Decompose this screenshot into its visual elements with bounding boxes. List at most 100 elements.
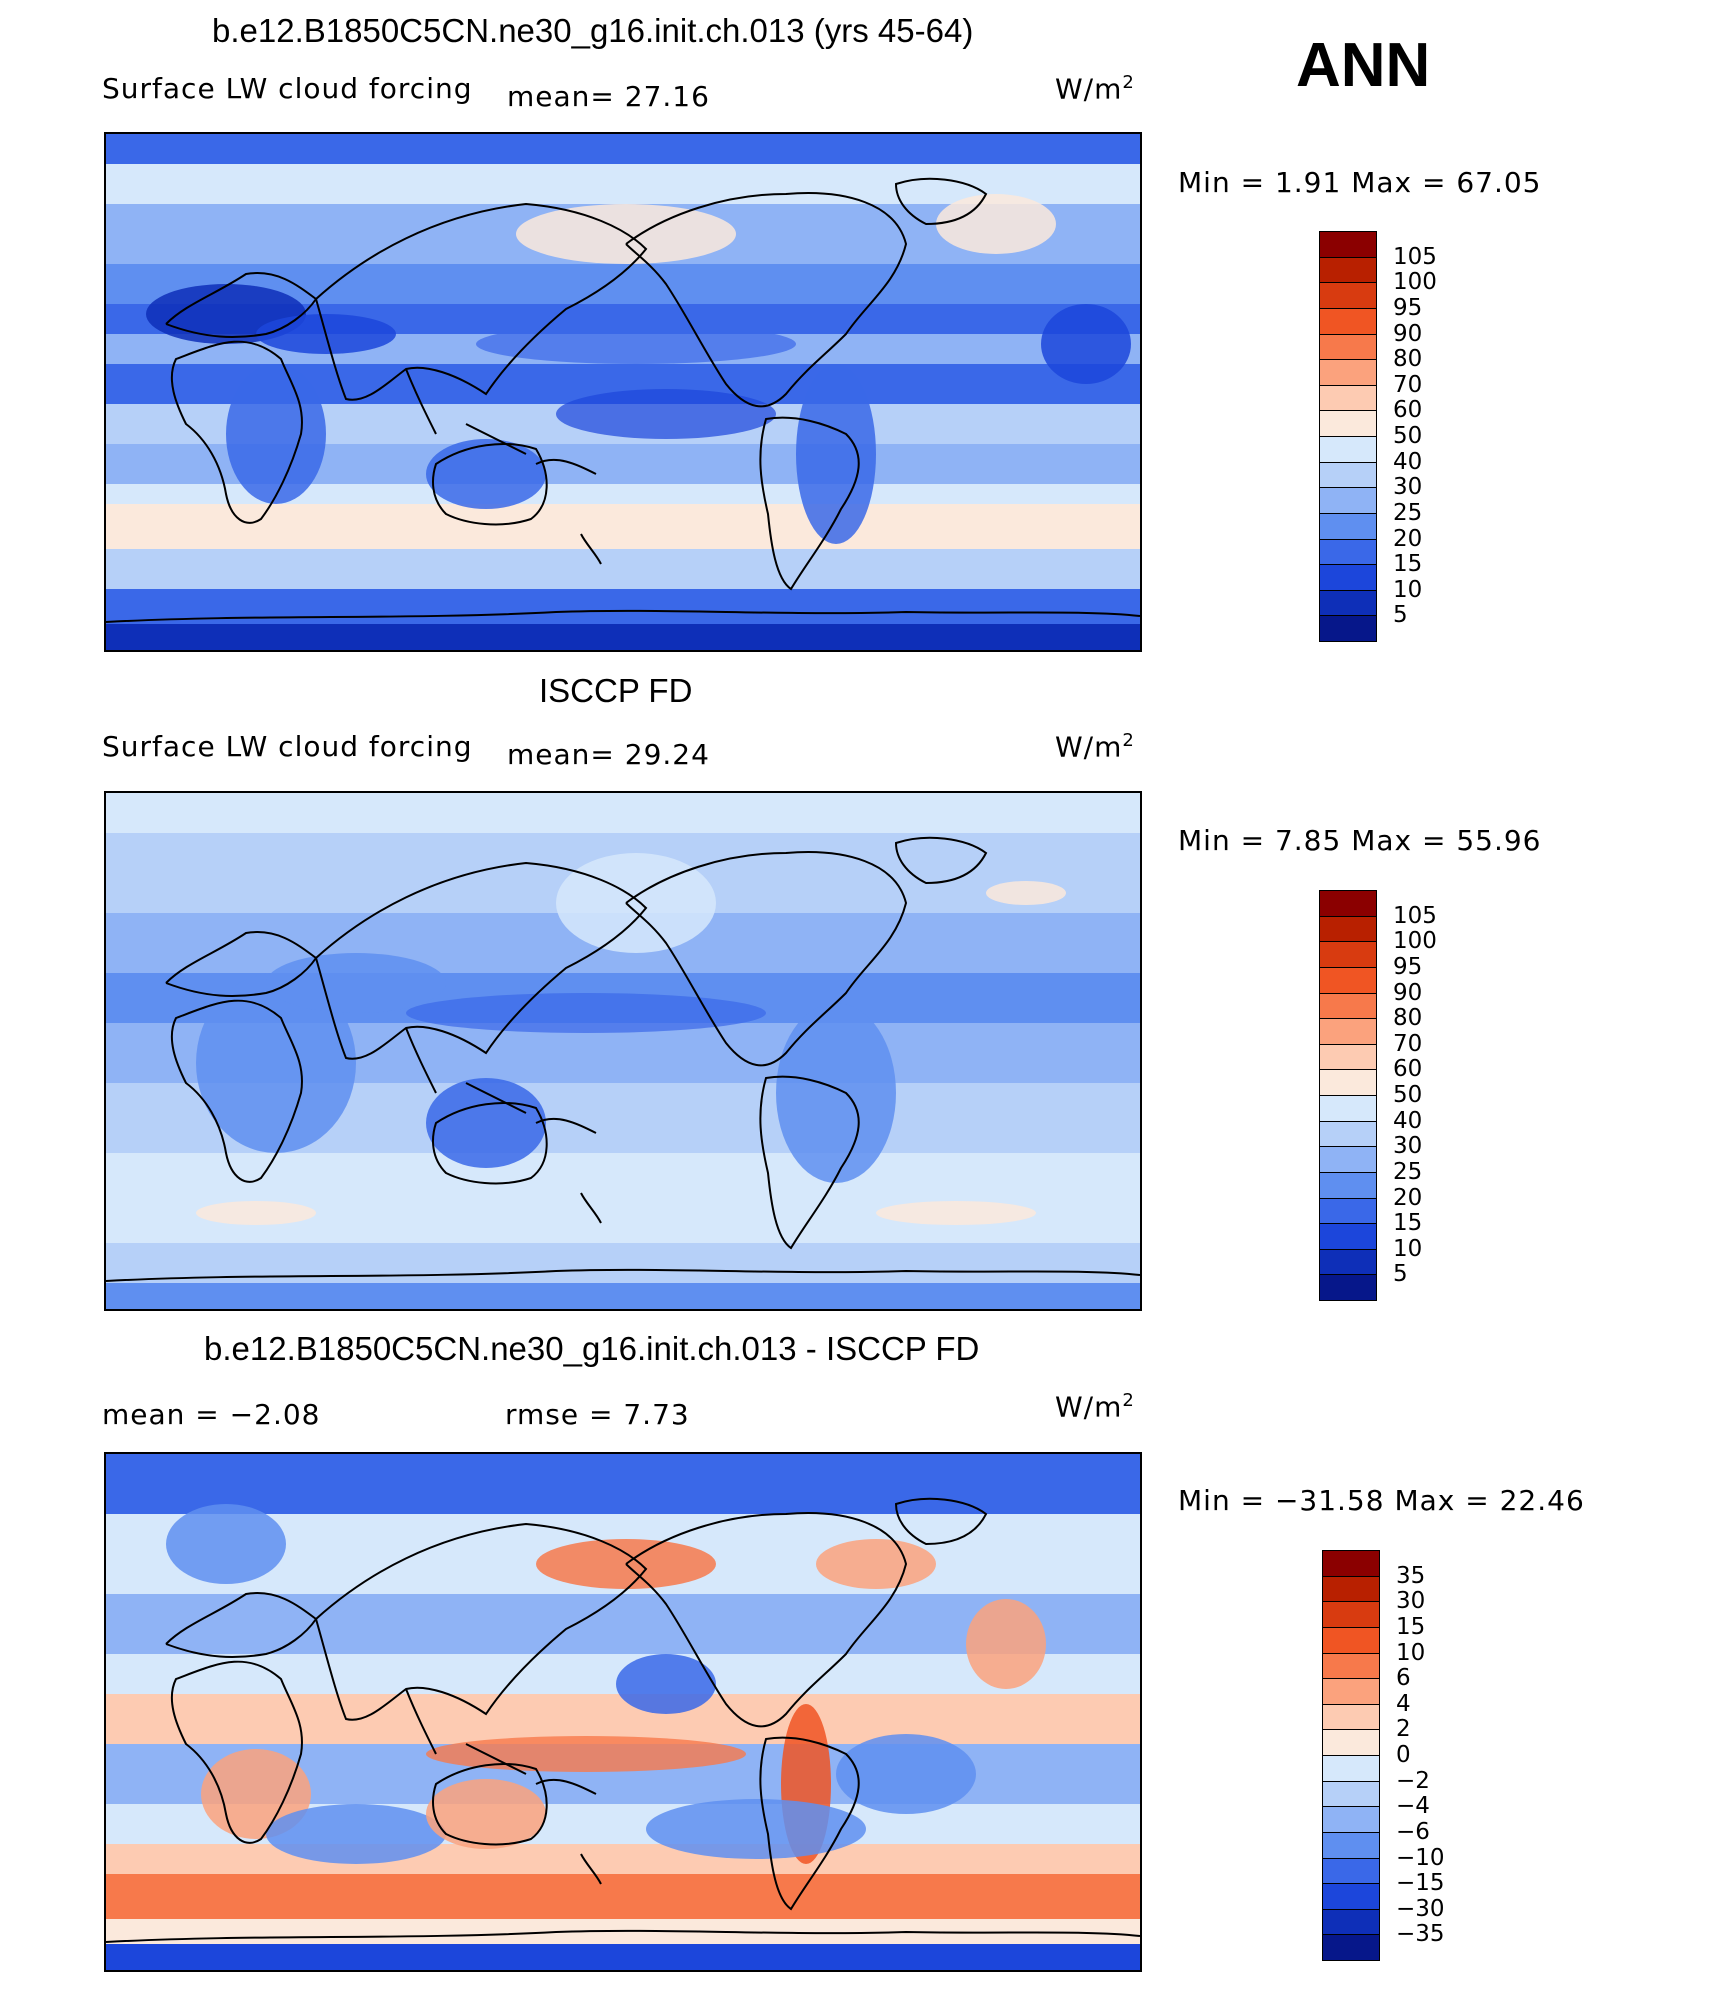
coastline	[580, 1853, 602, 1885]
colorbar-tick-label: 100	[1393, 269, 1437, 296]
field-band	[106, 1944, 1140, 1970]
colorbar-tick-label: 35	[1396, 1562, 1426, 1589]
colorbar-tick-label: 15	[1393, 551, 1423, 578]
field-band	[106, 1153, 1140, 1243]
colorbar-swatch	[1322, 1626, 1380, 1654]
field-blob	[816, 1539, 936, 1589]
rmse-label: rmse = 7.73	[505, 1398, 690, 1431]
coastline	[625, 1512, 908, 1728]
colorbar-tick-label: 90	[1393, 979, 1423, 1006]
field-band	[106, 1844, 1140, 1874]
colorbar-swatch	[1319, 436, 1377, 463]
field-blob	[166, 1504, 286, 1584]
mean-label-model: mean= 27.16	[507, 80, 710, 113]
colorbar-swatch	[1322, 1908, 1380, 1936]
field-band	[106, 1283, 1140, 1309]
field-blob	[196, 973, 356, 1153]
colorbar-tick-label: 20	[1393, 1184, 1423, 1211]
coastline	[759, 416, 860, 591]
coastline	[432, 1763, 548, 1846]
colorbar-tick-label: 80	[1393, 346, 1423, 373]
colorbar-tick-label: 30	[1393, 474, 1423, 501]
field-blob	[266, 1804, 446, 1864]
colorbar-tick-label: 100	[1393, 928, 1437, 955]
units-label-diff: W/m2	[1055, 1390, 1135, 1424]
map-model-field	[106, 134, 1140, 650]
field-band	[106, 549, 1140, 589]
map-model	[104, 132, 1142, 652]
panel-title-diff: b.e12.B1850C5CN.ne30_g16.init.ch.013 - I…	[204, 1330, 980, 1367]
colorbar-swatch	[1319, 231, 1377, 258]
colorbar-tick-label: 95	[1393, 953, 1423, 980]
coastline	[894, 1497, 988, 1546]
coastline	[315, 202, 648, 401]
variable-label-obs: Surface LW cloud forcing	[102, 730, 473, 763]
colorbar-tick-label: 50	[1393, 1082, 1423, 1108]
colorbar-swatch	[1322, 1729, 1380, 1756]
colorbar-swatch	[1322, 1806, 1380, 1833]
colorbar-swatch	[1319, 564, 1377, 591]
field-blob	[776, 1003, 896, 1183]
colorbar-swatch	[1322, 1678, 1380, 1705]
colorbar-tick-label: 0	[1396, 1742, 1411, 1768]
field-blob	[1041, 304, 1131, 384]
units-label-obs: W/m2	[1055, 730, 1135, 764]
colorbar-swatch	[1319, 1069, 1377, 1096]
colorbar-swatch	[1319, 410, 1377, 437]
colorbar-tick-label: 90	[1393, 320, 1423, 347]
colorbar-tick-label: 105	[1393, 243, 1437, 270]
colorbar-swatch	[1322, 1780, 1380, 1808]
colorbar-tick-label: 60	[1393, 1056, 1423, 1083]
field-blob	[836, 1734, 976, 1814]
colorbar-tick-label: −4	[1396, 1793, 1430, 1820]
colorbar-tick-label: 4	[1396, 1690, 1411, 1717]
colorbar-swatch	[1319, 915, 1377, 943]
coastline	[106, 1268, 1140, 1282]
mean-label-obs: mean= 29.24	[507, 738, 710, 771]
colorbar-swatch	[1322, 1703, 1380, 1731]
field-blob	[426, 1779, 546, 1849]
colorbar-swatch	[1319, 1146, 1377, 1173]
field-band	[106, 484, 1140, 504]
variable-label-model: Surface LW cloud forcing	[102, 72, 473, 105]
colorbar-swatch	[1322, 1857, 1380, 1885]
colorbar-tick-label: 20	[1393, 525, 1423, 552]
colorbar-swatch	[1319, 1120, 1377, 1148]
colorbar-swatch	[1319, 384, 1377, 412]
colorbar-tick-label: 25	[1393, 499, 1423, 526]
field-blob	[426, 439, 546, 509]
map-obs-field	[106, 793, 1140, 1309]
field-band	[106, 1874, 1140, 1919]
colorbar-swatch	[1319, 589, 1377, 617]
coastline	[894, 177, 988, 226]
panel-title-obs: ISCCP FD	[539, 672, 693, 709]
colorbar-tick-label: −30	[1396, 1895, 1445, 1922]
colorbar-tick-label: 5	[1393, 602, 1408, 629]
colorbar-swatch	[1322, 1831, 1380, 1859]
colorbar-tick-label: −35	[1396, 1921, 1445, 1948]
field-band	[106, 134, 1140, 164]
colorbar-swatch	[1319, 615, 1377, 642]
colorbar-swatch	[1319, 307, 1377, 335]
minmax-label-model: Min = 1.91 Max = 67.05	[1178, 166, 1542, 199]
coastline	[580, 533, 602, 565]
colorbar-tick-label: −15	[1396, 1870, 1445, 1897]
field-band	[106, 504, 1140, 549]
map-obs	[104, 791, 1142, 1311]
field-band	[106, 1454, 1140, 1514]
minmax-label-obs: Min = 7.85 Max = 55.96	[1178, 824, 1542, 857]
colorbar-tick-label: 10	[1393, 576, 1423, 603]
colorbar-swatch	[1319, 1197, 1377, 1225]
coastline	[894, 836, 988, 885]
panel-title-model: b.e12.B1850C5CN.ne30_g16.init.ch.013 (yr…	[212, 12, 974, 49]
coastline	[315, 1522, 648, 1721]
map-diff	[104, 1452, 1142, 1972]
colorbar-swatch	[1322, 1550, 1380, 1577]
field-blob	[226, 364, 326, 504]
colorbar-swatch	[1322, 1883, 1380, 1910]
field-band	[106, 589, 1140, 624]
colorbar-swatch	[1322, 1652, 1380, 1680]
colorbar-swatch	[1319, 1171, 1377, 1199]
colorbar-diff: 35 30 15 10 6 4 2 0 −2 −4 −6 −10 −15 −30 −35	[1322, 1550, 1482, 1961]
colorbar-swatch	[1319, 1248, 1377, 1276]
